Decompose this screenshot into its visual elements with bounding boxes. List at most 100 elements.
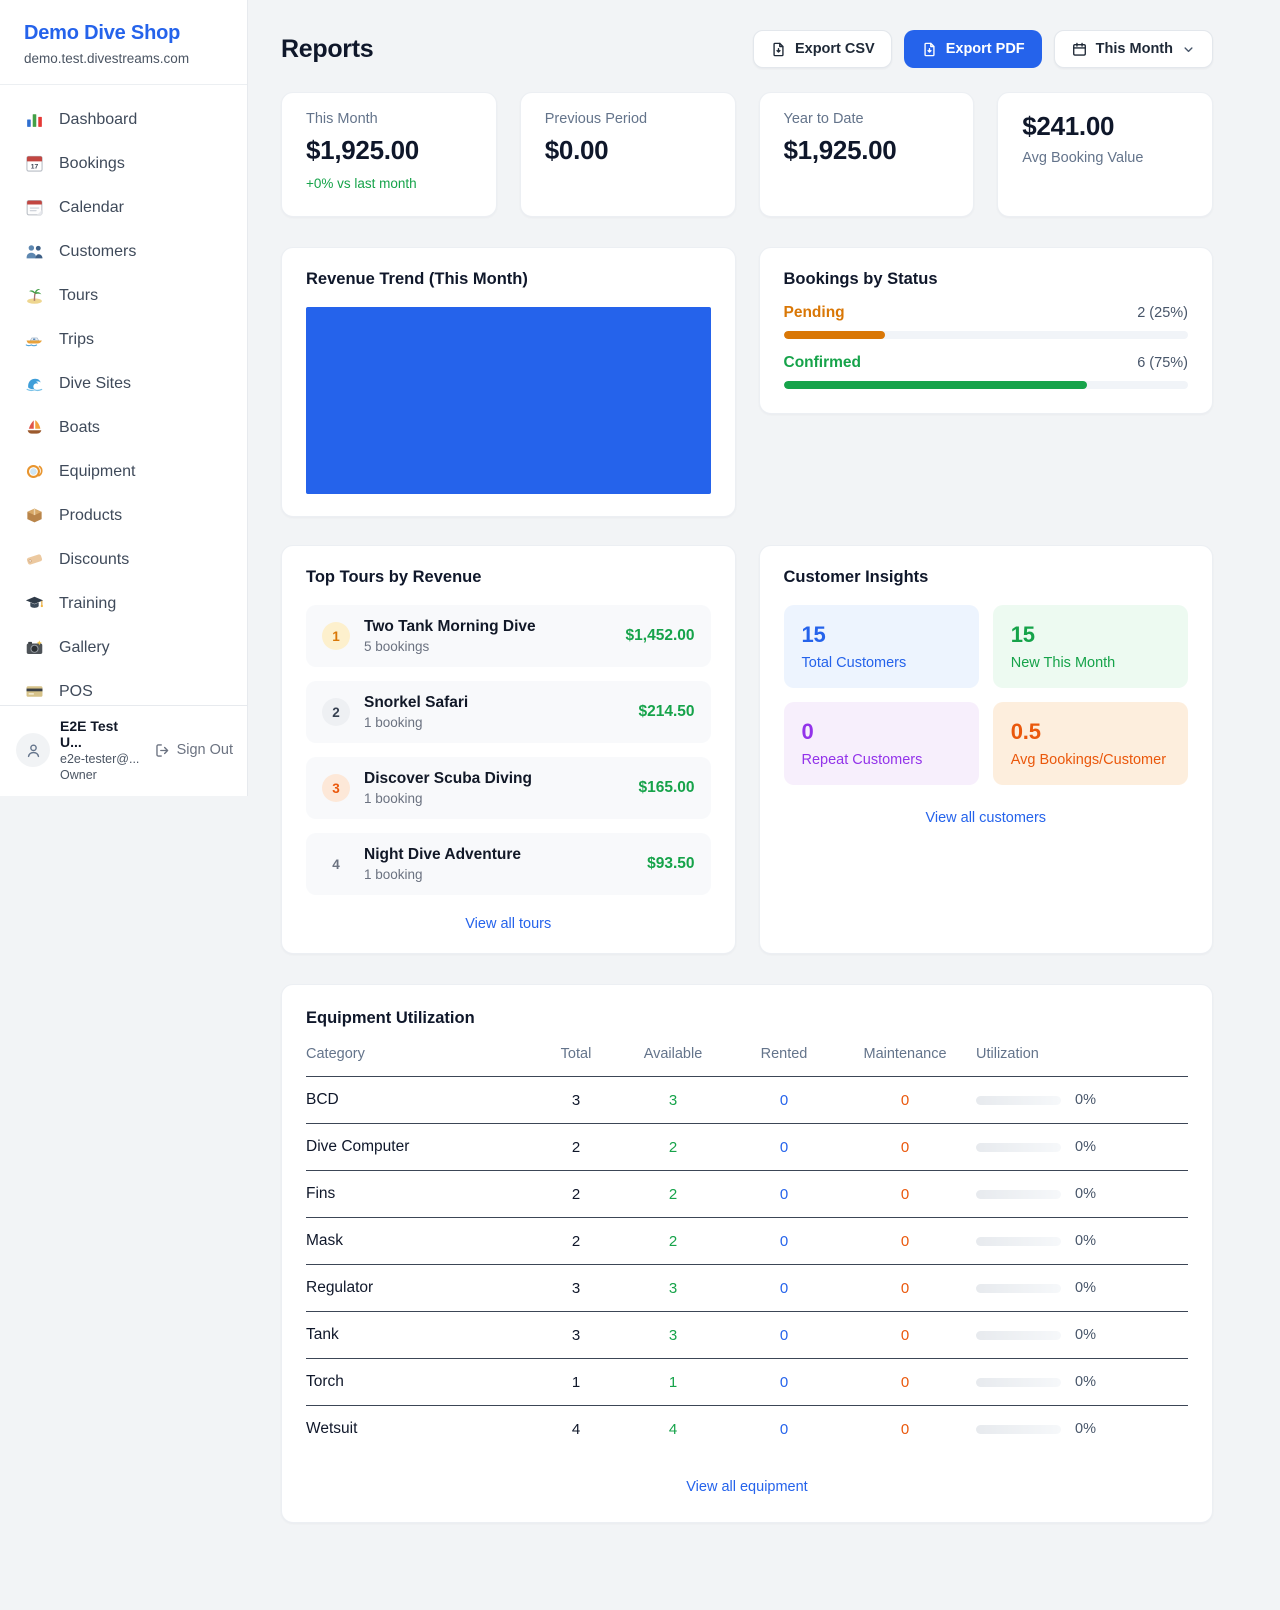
cell-total: 3 <box>571 1326 581 1344</box>
sidebar-item-label: Products <box>59 506 123 524</box>
sidebar-item-calendar[interactable]: Calendar <box>12 189 235 226</box>
stat-label: Year to Date <box>783 111 864 127</box>
tour-name: Two Tank Morning Dive <box>364 618 536 635</box>
utilization-bar <box>976 1283 1061 1293</box>
table-row: Torch 1 1 0 0 0% <box>306 1359 1188 1406</box>
export-pdf-button[interactable]: Export PDF <box>903 30 1042 68</box>
tile-label: Total Customers <box>801 655 907 671</box>
tour-row: 2 Snorkel Safari 1 booking $214.50 <box>306 681 711 743</box>
sidebar-item-gallery[interactable]: Gallery <box>12 629 235 666</box>
sailboat-icon <box>24 417 45 438</box>
cell-available: 3 <box>668 1326 678 1344</box>
cell-available: 4 <box>668 1420 678 1438</box>
island-icon <box>24 285 45 306</box>
sidebar-item-dashboard[interactable]: Dashboard <box>12 101 235 138</box>
stat-label: This Month <box>306 111 378 127</box>
tour-revenue: $214.50 <box>638 703 695 720</box>
status-pending: Pending 2 (25%) <box>783 304 1188 339</box>
charts-row: Revenue Trend (This Month) Bookings by S… <box>281 247 1213 517</box>
calendar-icon <box>24 197 45 218</box>
col-maintenance: Maintenance <box>863 1046 947 1062</box>
sidebar-item-trips[interactable]: Trips <box>12 321 235 358</box>
sidebar-item-tours[interactable]: Tours <box>12 277 235 314</box>
col-available: Available <box>643 1046 703 1062</box>
sidebar-item-label: Customers <box>59 242 137 260</box>
cell-total: 2 <box>571 1185 581 1203</box>
sidebar-item-label: Training <box>59 594 117 612</box>
stat-delta: +0% vs last month <box>306 176 417 191</box>
cell-maintenance: 0 <box>900 1420 910 1438</box>
tile-value: 0 <box>801 719 814 744</box>
cell-category: Mask <box>306 1232 344 1249</box>
stat-label: Previous Period <box>544 111 648 127</box>
cell-total: 3 <box>571 1279 581 1297</box>
tours-insights-row: Top Tours by Revenue 1 Two Tank Morning … <box>281 545 1213 954</box>
dive-mask-icon <box>24 461 45 482</box>
cell-utilization: 0% <box>1075 1280 1096 1296</box>
cell-total: 3 <box>571 1091 581 1109</box>
revenue-trend-title: Revenue Trend (This Month) <box>306 270 528 288</box>
tag-icon <box>24 549 45 570</box>
cell-utilization: 0% <box>1075 1139 1096 1155</box>
table-row: Regulator 3 3 0 0 0% <box>306 1265 1188 1312</box>
sign-out-label: Sign Out <box>176 742 233 758</box>
person-icon <box>27 743 39 757</box>
sidebar-item-label: Bookings <box>59 154 125 172</box>
stat-card-year-to-date: Year to Date $1,925.00 <box>758 92 975 217</box>
tile-label: Avg Bookings/Customer <box>1010 752 1167 768</box>
export-csv-button[interactable]: Export CSV <box>752 30 892 68</box>
sidebar-item-bookings[interactable]: 17 Bookings <box>12 145 235 182</box>
col-total: Total <box>560 1046 592 1062</box>
cell-maintenance: 0 <box>900 1279 910 1297</box>
customer-insights-title: Customer Insights <box>783 568 929 586</box>
cell-category: Dive Computer <box>306 1138 410 1155</box>
sidebar-item-discounts[interactable]: Discounts <box>12 541 235 578</box>
cell-total: 1 <box>571 1373 581 1391</box>
tile-value: 15 <box>1010 622 1035 647</box>
view-all-equipment-link[interactable]: View all equipment <box>686 1479 808 1495</box>
cell-category: Fins <box>306 1185 336 1202</box>
cell-available: 3 <box>668 1091 678 1109</box>
view-all-customers-link[interactable]: View all customers <box>925 810 1047 826</box>
table-row: Wetsuit 4 4 0 0 0% <box>306 1406 1188 1452</box>
table-row: Fins 2 2 0 0 0% <box>306 1171 1188 1218</box>
period-dropdown[interactable]: This Month <box>1053 30 1213 68</box>
tile-repeat-customers: 0 Repeat Customers <box>783 702 979 785</box>
table-row: Mask 2 2 0 0 0% <box>306 1218 1188 1265</box>
header-actions: Export CSV Export PDF This Month <box>752 30 1213 68</box>
cell-maintenance: 0 <box>900 1185 910 1203</box>
file-download-icon <box>924 42 935 56</box>
cell-rented: 0 <box>779 1138 789 1156</box>
shop-domain: demo.test.divestreams.com <box>24 51 190 66</box>
sidebar-item-training[interactable]: Training <box>12 585 235 622</box>
sidebar-item-products[interactable]: Products <box>12 497 235 534</box>
equipment-table-header: Category Total Available Rented Maintena… <box>306 1046 1188 1077</box>
status-label: Confirmed <box>783 354 862 371</box>
cell-utilization: 0% <box>1075 1421 1096 1437</box>
tour-revenue: $1,452.00 <box>625 627 695 644</box>
cell-rented: 0 <box>779 1185 789 1203</box>
brand-block[interactable]: Demo Dive Shop demo.test.divestreams.com <box>0 0 247 85</box>
tile-label: New This Month <box>1010 655 1116 671</box>
avatar <box>16 733 50 767</box>
user-email: e2e-tester@... <box>60 752 140 766</box>
sidebar-item-boats[interactable]: Boats <box>12 409 235 446</box>
tile-total-customers: 15 Total Customers <box>783 605 979 688</box>
view-all-tours-link[interactable]: View all tours <box>465 916 552 932</box>
cell-category: Torch <box>306 1373 344 1390</box>
export-pdf-label: Export PDF <box>945 41 1025 57</box>
status-progress-fill <box>783 331 885 339</box>
sidebar-item-equipment[interactable]: Equipment <box>12 453 235 490</box>
shop-name: Demo Dive Shop <box>24 22 181 44</box>
tour-name: Discover Scuba Diving <box>364 770 532 787</box>
col-rented: Rented <box>760 1046 808 1062</box>
sidebar-item-customers[interactable]: Customers <box>12 233 235 270</box>
sidebar-item-pos[interactable]: POS <box>12 673 235 710</box>
cell-rented: 0 <box>779 1420 789 1438</box>
camera-icon <box>24 637 45 658</box>
status-progress-fill <box>783 381 1087 389</box>
tour-bookings: 1 booking <box>364 791 423 806</box>
tile-avg-bookings: 0.5 Avg Bookings/Customer <box>992 702 1188 785</box>
sidebar-item-dive-sites[interactable]: Dive Sites <box>12 365 235 402</box>
sign-out-button[interactable]: Sign Out <box>154 742 233 759</box>
